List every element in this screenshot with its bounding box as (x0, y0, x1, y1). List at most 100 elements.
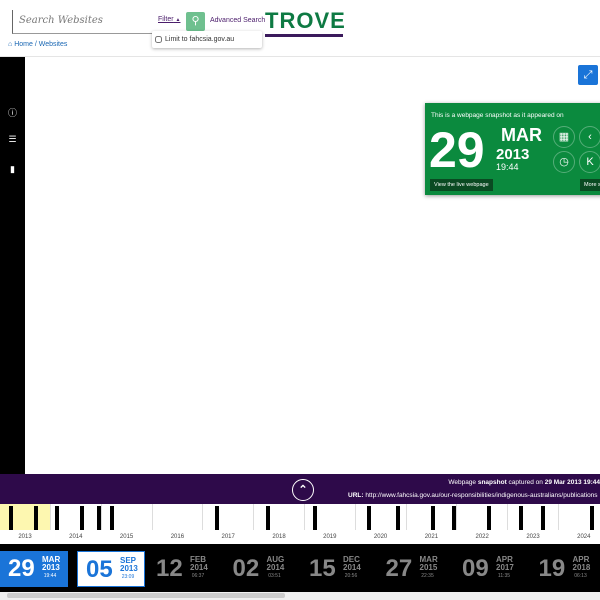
capture-date[interactable]: 05 SEP 2013 23:09 (77, 551, 145, 587)
capture-day: 09 (462, 555, 489, 582)
filter-label: Filter (158, 16, 174, 23)
capture-time: 20:56 (344, 573, 358, 579)
search-icon: ⚲ (191, 15, 200, 27)
horizontal-scrollbar[interactable] (0, 592, 600, 600)
capture-date[interactable]: 09 APR 2017 11:35 (454, 551, 522, 587)
breadcrumb-separator: / (34, 41, 37, 48)
year-divider (253, 504, 255, 530)
capture-date[interactable]: 19 APR 2018 06:13 (531, 551, 599, 587)
capture-date[interactable]: 29 MAR 2013 19:44 (0, 551, 68, 587)
snapshot-intro: This is a webpage snapshot as it appeare… (431, 112, 564, 119)
capture-tick[interactable] (541, 506, 545, 530)
capture-time: 23:09 (121, 574, 135, 580)
capture-year: 2013 (120, 564, 138, 573)
capture-year: 2014 (343, 563, 361, 572)
capture-month: DEC (343, 555, 360, 564)
caption-mid: captured on (506, 479, 545, 486)
trove-logo[interactable]: TROVE (265, 10, 345, 37)
capture-url: URL: http://www.fahcsia.gov.au/our-respo… (348, 492, 598, 499)
limit-domain-label[interactable]: Limit to fahcsia.gov.au (165, 36, 235, 43)
advanced-search-link[interactable]: Advanced Search (210, 17, 266, 24)
capture-year: 2014 (266, 563, 285, 572)
breadcrumb-websites[interactable]: Websites (38, 41, 68, 48)
capture-month-year: SEP 2013 23:09 (120, 557, 138, 581)
capture-time: 06:37 (191, 573, 205, 579)
capture-month: MAR (42, 555, 61, 564)
caption-date: 29 Mar 2013 19:44 (544, 479, 600, 486)
capture-month: FEB (190, 555, 206, 564)
year-label[interactable]: 2024 (577, 534, 591, 540)
capture-time: 03:51 (268, 573, 281, 579)
capture-tick[interactable] (487, 506, 491, 530)
info-icon[interactable]: ⓘ (7, 108, 17, 118)
chevron-up-icon[interactable]: ⌃ (292, 479, 314, 501)
capture-year: 2015 (419, 563, 438, 572)
capture-tick[interactable] (431, 506, 435, 530)
breadcrumb-home[interactable]: Home (14, 41, 33, 48)
year-label[interactable]: 2023 (526, 534, 540, 540)
bookmark-icon[interactable]: ▮ (10, 164, 15, 174)
capture-tick[interactable] (55, 506, 59, 530)
capture-tick[interactable] (34, 506, 38, 530)
year-label[interactable]: 2018 (272, 534, 286, 540)
url-value[interactable]: http://www.fahcsia.gov.au/our-responsibi… (365, 492, 598, 499)
capture-date[interactable]: 02 AUG 2014 03:51 (225, 551, 293, 587)
filter-toggle[interactable]: Filter ▲ (158, 16, 180, 23)
capture-tick[interactable] (590, 506, 594, 530)
fullscreen-button[interactable]: ⤢ (578, 65, 598, 85)
clock-icon[interactable]: ◷ (553, 151, 575, 173)
search-button[interactable]: ⚲ (186, 12, 205, 31)
capture-tick[interactable] (519, 506, 523, 530)
snapshot-month: MAR (501, 125, 542, 145)
capture-date[interactable]: 15 DEC 2014 20:56 (301, 551, 369, 587)
capture-year: 2013 (42, 563, 60, 572)
timeline-years: 2013 2014 2015 2016 2017 2018 2019 2020 2021 2022… (0, 530, 600, 544)
limit-domain-checkbox[interactable] (155, 36, 162, 43)
snapshot-card: This is a webpage snapshot as it appeare… (425, 103, 600, 195)
capture-month-year: APR 2018 06:13 (573, 556, 591, 580)
capture-month-year: MAR 2015 22:35 (419, 556, 438, 580)
capture-tick[interactable] (452, 506, 456, 530)
capture-tick[interactable] (97, 506, 101, 530)
capture-tick[interactable] (215, 506, 219, 530)
capture-tick[interactable] (313, 506, 317, 530)
capture-day: 19 (538, 555, 566, 582)
year-label[interactable]: 2014 (69, 534, 83, 540)
capture-tick[interactable] (110, 506, 114, 530)
year-divider (50, 504, 51, 530)
capture-month: APR (496, 555, 513, 564)
year-label[interactable]: 2022 (475, 534, 489, 540)
snapshot-year: 2013 (496, 146, 530, 163)
year-divider (304, 504, 305, 530)
more-snapshots-button[interactable]: More snapshots (580, 179, 600, 191)
view-live-button[interactable]: View the live webpage (430, 179, 493, 191)
year-label[interactable]: 2020 (373, 534, 388, 540)
capture-tick[interactable] (9, 506, 13, 530)
previous-icon[interactable]: ‹ (579, 126, 600, 148)
layers-icon[interactable]: ☰ (8, 134, 17, 144)
expand-icon: ⤢ (583, 69, 593, 81)
capture-date[interactable]: 12 FEB 2014 06:37 (148, 551, 216, 587)
capture-time: 11:35 (497, 573, 511, 579)
first-icon[interactable]: K (579, 151, 600, 173)
capture-day: 05 (86, 556, 113, 583)
year-divider (507, 504, 509, 530)
year-label[interactable]: 2015 (119, 534, 134, 540)
capture-tick[interactable] (367, 506, 371, 530)
scrollbar-thumb[interactable] (7, 593, 285, 598)
capture-tick[interactable] (80, 506, 84, 530)
search-input[interactable]: Search Websites (12, 10, 152, 34)
year-label[interactable]: 2017 (221, 534, 235, 540)
capture-time: 19:44 (43, 573, 57, 579)
timeline[interactable] (0, 504, 600, 530)
year-label[interactable]: 2019 (323, 534, 337, 540)
year-label[interactable]: 2013 (18, 534, 32, 540)
year-label[interactable]: 2021 (424, 534, 439, 540)
capture-tick[interactable] (396, 506, 400, 530)
capture-date[interactable]: 27 MAR 2015 22:35 (378, 551, 446, 587)
calendar-icon[interactable]: ▦ (553, 126, 575, 148)
capture-tick[interactable] (266, 506, 270, 530)
year-label[interactable]: 2016 (170, 534, 185, 540)
year-divider (202, 504, 204, 530)
capture-year: 2014 (190, 563, 208, 572)
